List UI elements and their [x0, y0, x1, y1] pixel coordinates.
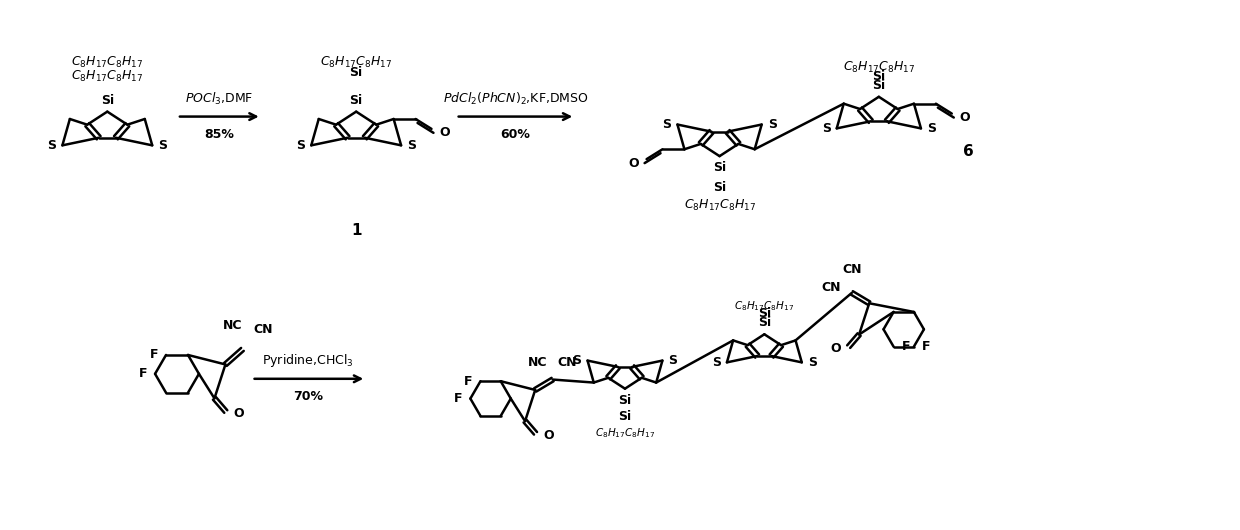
Text: Si: Si [758, 316, 771, 329]
Text: $C_8H_{17}C_8H_{17}$: $C_8H_{17}C_8H_{17}$ [320, 55, 392, 70]
Text: 85%: 85% [203, 128, 234, 141]
Text: S: S [159, 139, 167, 152]
Text: S: S [822, 122, 831, 135]
Text: CN: CN [558, 356, 578, 369]
Text: S: S [768, 118, 776, 131]
Text: Si: Si [619, 410, 631, 423]
Text: $C_8H_{17}C_8H_{17}$: $C_8H_{17}C_8H_{17}$ [595, 426, 655, 440]
Text: F: F [921, 340, 930, 353]
Text: S: S [712, 356, 720, 369]
Text: O: O [543, 429, 554, 442]
Text: S: S [928, 122, 936, 135]
Text: CN: CN [254, 323, 273, 336]
Text: O: O [627, 156, 639, 170]
Text: $C_8H_{17}C_8H_{17}$: $C_8H_{17}C_8H_{17}$ [71, 69, 144, 84]
Text: NC: NC [223, 320, 243, 332]
Text: S: S [573, 354, 582, 367]
Text: CN: CN [822, 281, 842, 294]
Text: F: F [901, 340, 910, 353]
Text: F: F [464, 375, 472, 387]
Text: Si: Si [758, 307, 771, 321]
Text: F: F [454, 392, 463, 405]
Text: Si: Si [619, 394, 631, 407]
Text: CN: CN [842, 262, 862, 276]
Text: $C_8H_{17}C_8H_{17}$: $C_8H_{17}C_8H_{17}$ [683, 198, 755, 213]
Text: 1: 1 [351, 223, 361, 238]
Text: Si: Si [872, 79, 885, 92]
Text: F: F [139, 367, 148, 381]
Text: 70%: 70% [294, 390, 324, 403]
Text: S: S [296, 139, 305, 152]
Text: S: S [407, 139, 417, 152]
Text: O: O [830, 342, 841, 355]
Text: 60%: 60% [501, 128, 531, 141]
Text: O: O [439, 126, 450, 139]
Text: $POCl_3$,DMF: $POCl_3$,DMF [185, 91, 253, 107]
Text: S: S [807, 356, 817, 369]
Text: $PdCl_2(PhCN)_2$,KF,DMSO: $PdCl_2(PhCN)_2$,KF,DMSO [443, 91, 588, 107]
Text: 6: 6 [963, 144, 973, 158]
Text: Si: Si [872, 70, 885, 83]
Text: $C_8H_{17}C_8H_{17}$: $C_8H_{17}C_8H_{17}$ [734, 299, 795, 313]
Text: F: F [150, 348, 157, 361]
Text: $C_8H_{17}C_8H_{17}$: $C_8H_{17}C_8H_{17}$ [843, 59, 915, 75]
Text: Si: Si [350, 94, 363, 107]
Text: Si: Si [100, 94, 114, 107]
Text: S: S [662, 118, 672, 131]
Text: Si: Si [713, 161, 727, 174]
Text: S: S [47, 139, 56, 152]
Text: Pyridine,CHCl$_3$: Pyridine,CHCl$_3$ [263, 352, 355, 369]
Text: Si: Si [713, 181, 727, 194]
Text: O: O [960, 111, 971, 124]
Text: O: O [234, 407, 244, 420]
Text: Si: Si [350, 66, 363, 79]
Text: S: S [668, 354, 677, 367]
Text: NC: NC [528, 356, 547, 369]
Text: $C_8H_{17}C_8H_{17}$: $C_8H_{17}C_8H_{17}$ [71, 55, 144, 70]
